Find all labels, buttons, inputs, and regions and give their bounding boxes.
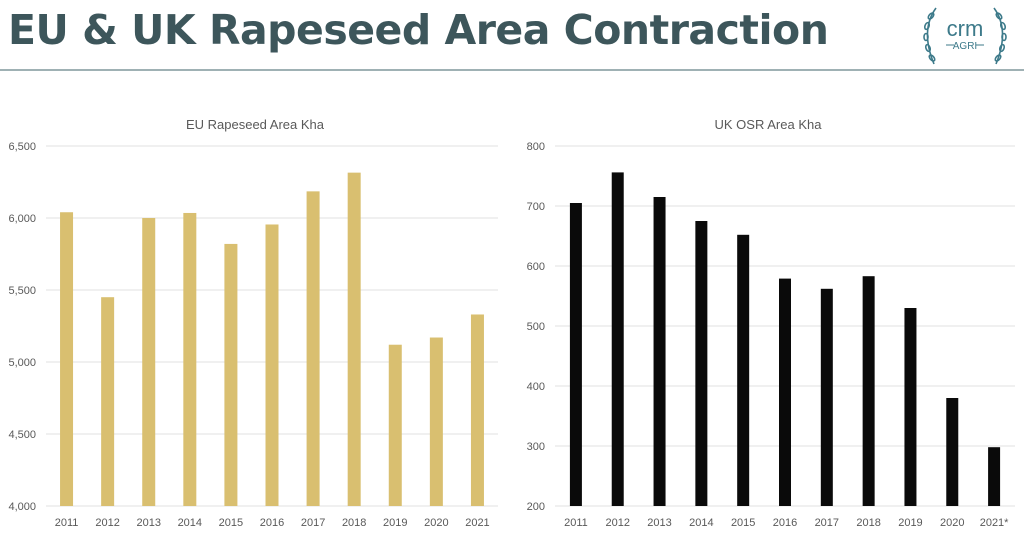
bar-2020	[946, 398, 959, 506]
x-tick-label: 2017	[815, 517, 839, 529]
x-tick-label: 2017	[301, 517, 325, 529]
uk-osr-chart: UK OSR Area Kha 200 300 400 500 600 700 800 2011…	[510, 105, 1020, 535]
bar-2016	[265, 224, 279, 506]
crm-agri-logo: crm AGRI	[910, 4, 1020, 68]
x-tick-label: 2012	[605, 517, 629, 529]
bar-2014	[695, 221, 708, 506]
y-tick-label: 700	[527, 201, 545, 213]
x-tick-label: 2013	[136, 517, 160, 529]
bar-2011	[569, 203, 582, 506]
logo-subtext: AGRI	[953, 41, 977, 52]
x-tick-label: 2014	[178, 517, 202, 529]
uk-osr-chart-svg: UK OSR Area Kha 200 300 400 500 600 700 800 2011…	[527, 117, 1015, 529]
x-tick-label: 2020	[424, 517, 448, 529]
right-laurel-branch	[993, 7, 1007, 65]
x-tick-label: 2019	[898, 517, 922, 529]
bar-2018	[347, 172, 361, 506]
y-tick-label: 400	[527, 381, 545, 393]
y-tick-label: 800	[527, 141, 545, 153]
bar-2015	[224, 243, 238, 507]
x-tick-label: 2015	[219, 517, 243, 529]
y-tick-label: 500	[527, 321, 545, 333]
x-tick-label: 2011	[55, 517, 79, 529]
header: EU & UK Rapeseed Area Contraction crm	[0, 0, 1024, 71]
x-tick-label: 2012	[95, 517, 119, 529]
x-tick-label: 2020	[940, 517, 964, 529]
y-tick-label: 4,500	[8, 429, 36, 441]
bar-2020	[429, 337, 443, 506]
x-tick-label: 2015	[731, 517, 755, 529]
bar-2017	[820, 288, 833, 506]
bar-2012	[101, 297, 115, 506]
y-tick-label: 300	[527, 441, 545, 453]
bar-2018	[862, 276, 875, 506]
x-tick-label: 2011	[564, 517, 588, 529]
bar-2011	[60, 212, 74, 506]
x-tick-label: 2013	[647, 517, 671, 529]
y-tick-label: 4,000	[8, 501, 36, 513]
bar-2012	[611, 172, 624, 506]
header-divider	[0, 69, 1024, 71]
y-tick-label: 5,500	[8, 285, 36, 297]
bar-2017	[306, 191, 320, 507]
x-tick-label: 2014	[689, 517, 713, 529]
x-tick-label: 2018	[342, 517, 366, 529]
bar-2016	[779, 278, 791, 506]
bar-2021-star	[988, 447, 1001, 506]
page-title: EU & UK Rapeseed Area Contraction	[8, 6, 829, 54]
y-tick-label: 200	[527, 501, 545, 513]
bar-2014	[183, 212, 197, 506]
bar-2019	[904, 308, 917, 506]
laurel-wreath-icon: crm AGRI	[923, 7, 1007, 65]
x-tick-label: 2021*	[980, 517, 1009, 529]
x-tick-label: 2016	[260, 517, 284, 529]
y-tick-label: 5,000	[8, 357, 36, 369]
bar-2015	[737, 234, 750, 507]
x-tick-label: 2019	[383, 517, 407, 529]
bar-2021	[470, 314, 484, 506]
bar-2013	[142, 218, 156, 506]
bar-2019	[388, 344, 402, 506]
left-laurel-branch	[923, 7, 937, 65]
logo-text: crm	[947, 16, 984, 41]
chart-title: EU Rapeseed Area Kha	[186, 117, 325, 132]
eu-rapeseed-chart: EU Rapeseed Area Kha 4,000 4,500 5,000 5,500…	[0, 105, 505, 535]
bar-2013	[653, 197, 666, 506]
y-tick-label: 600	[527, 261, 545, 273]
x-tick-label: 2021	[465, 517, 489, 529]
x-tick-label: 2018	[856, 517, 880, 529]
eu-rapeseed-chart-svg: EU Rapeseed Area Kha 4,000 4,500 5,000 5,500…	[8, 117, 498, 529]
chart-title: UK OSR Area Kha	[715, 117, 823, 132]
y-tick-label: 6,000	[8, 213, 36, 225]
y-tick-label: 6,500	[8, 141, 36, 153]
x-tick-label: 2016	[773, 517, 797, 529]
